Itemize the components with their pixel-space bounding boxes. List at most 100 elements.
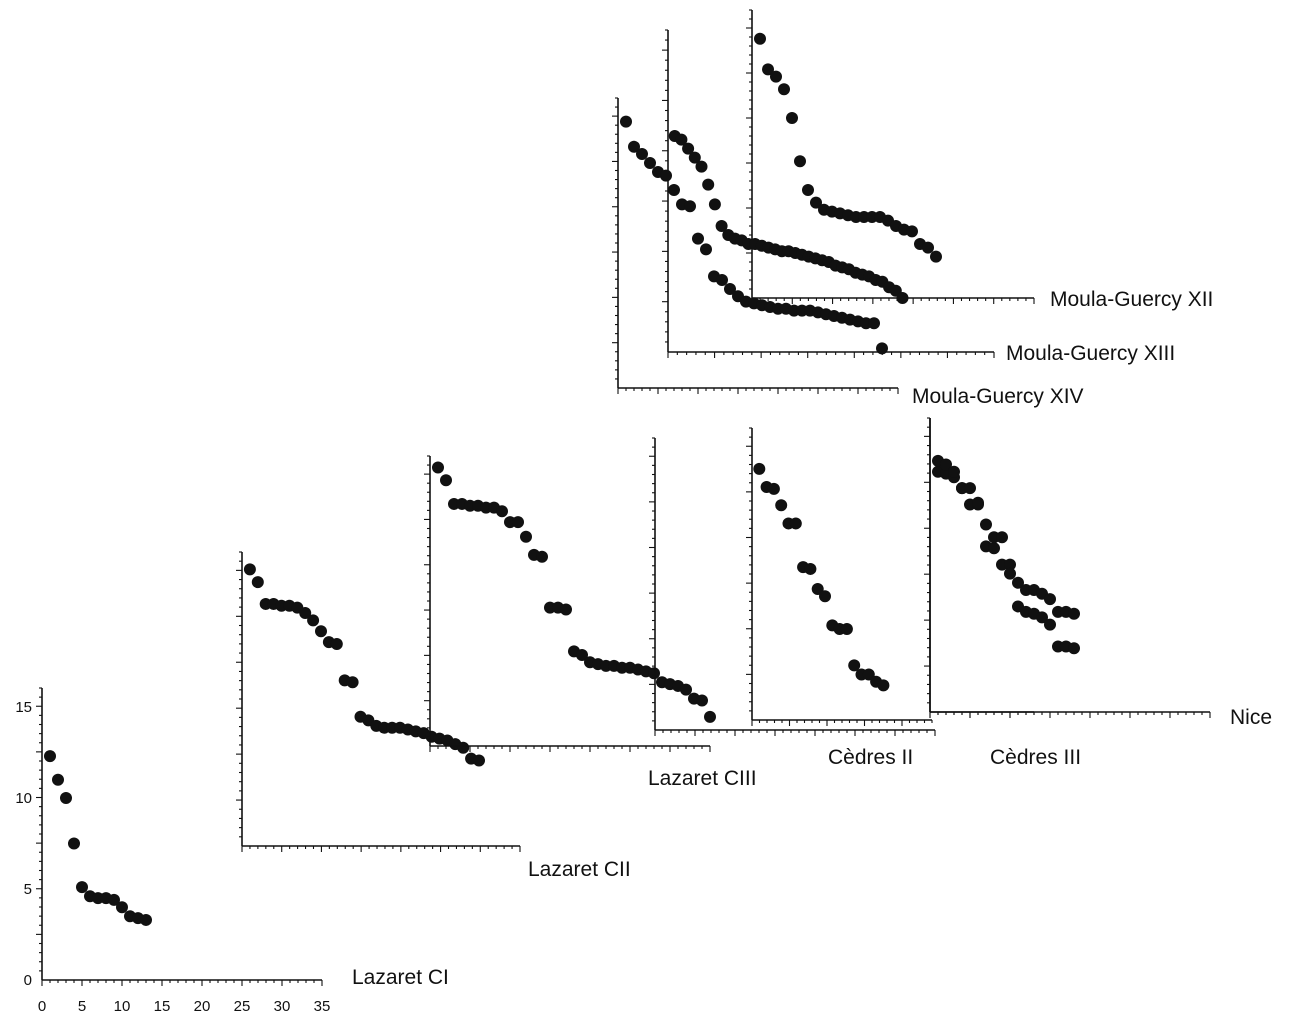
data-point [696,694,708,707]
data-point [76,881,88,894]
x-tick-label: 35 [314,998,331,1015]
panel-nice: Nice [929,418,1272,729]
panel-moula-guercy-xii: Moula-Guercy XII [746,9,1213,311]
data-point [868,317,880,330]
data-point [996,531,1008,544]
panel-moula-guercy-xiii: Moula-Guercy XIII [662,29,1175,365]
data-point [68,837,80,850]
data-point [896,292,909,304]
y-tick-label: 0 [24,972,32,989]
data-point [688,151,701,164]
data-point [811,582,824,595]
data-point [778,83,790,96]
data-point [930,250,942,263]
panel-label: Cèdres II [828,746,913,769]
data-point [299,607,312,620]
x-tick-label: 0 [38,998,46,1015]
data-point [767,482,780,495]
panel-label: Moula-Guercy XIV [912,385,1084,408]
y-tick-label: 10 [15,790,32,807]
data-point [988,542,1000,555]
data-point [715,220,728,232]
data-point [44,750,56,763]
data-point [576,649,588,661]
x-tick-label: 20 [194,998,211,1015]
data-point [620,115,632,128]
data-point [1044,618,1056,631]
data-point [1004,567,1016,580]
data-point [682,142,695,155]
data-point [695,160,708,173]
data-point [108,893,120,906]
panel-c-dres-iii: Cèdres III [924,417,1081,769]
data-point [496,505,508,518]
data-point [560,603,572,616]
data-point [636,148,648,160]
data-point [52,773,64,786]
data-point [1012,576,1024,589]
data-point [140,913,152,926]
data-point [692,232,704,245]
data-point [922,241,934,254]
x-tick-label: 30 [274,998,291,1015]
data-point [1068,607,1080,620]
data-point [819,590,831,603]
data-point [702,178,715,191]
x-tick-label: 5 [78,998,86,1015]
data-point [810,196,822,209]
data-point [948,465,960,478]
data-point [708,198,721,211]
data-point [1036,611,1048,624]
panel-lazaret-cii: Lazaret CII [236,551,631,881]
y-tick-label: 15 [15,699,32,716]
panel-label: Lazaret CII [528,858,631,881]
data-point [440,474,452,487]
panel-lazaret-ciii: Lazaret CIII [424,455,757,790]
data-point [789,517,802,530]
data-point [940,458,952,471]
data-point [307,614,320,627]
data-point [802,184,814,196]
data-point [862,668,875,681]
data-point [243,563,256,576]
data-point [512,516,524,529]
data-point [700,243,712,256]
data-point [848,659,861,672]
x-tick-label: 15 [154,998,171,1015]
data-point [432,461,444,474]
panel-lazaret-ci: 0 5 10 15 20 25 30 35 0 5 10 15 Lazaret CI [15,687,449,1015]
data-point [716,274,728,286]
data-point [520,530,532,543]
panel-label: Moula-Guercy XIII [1006,342,1175,365]
x-tick-label: 25 [234,998,251,1015]
panel-label: Lazaret CI [352,966,449,989]
panels-layer: 0 5 10 15 20 25 30 35 0 5 10 15 Lazaret CI Lazaret CI… [15,9,1272,1015]
panel-label: Moula-Guercy XII [1050,288,1213,311]
data-point [60,792,72,804]
data-point [116,901,128,914]
data-point [762,63,774,76]
data-point [457,741,470,754]
data-point [876,342,888,355]
data-point [675,133,688,146]
data-point [473,754,485,767]
data-point [724,283,736,295]
data-point [786,112,798,124]
panel-label: Lazaret CIII [648,767,757,790]
data-point [1044,593,1056,606]
data-point [1068,642,1080,655]
data-point [648,667,660,680]
data-point [770,70,782,83]
data-point [753,462,766,475]
data-point [775,499,788,512]
data-point [754,32,766,45]
data-point [906,225,918,238]
data-point [980,518,992,531]
data-point [794,155,806,168]
panel-c-dres-ii: Cèdres II [746,427,933,769]
data-point [330,637,343,650]
data-point [644,157,656,169]
data-point [628,140,640,153]
data-point [972,496,984,509]
